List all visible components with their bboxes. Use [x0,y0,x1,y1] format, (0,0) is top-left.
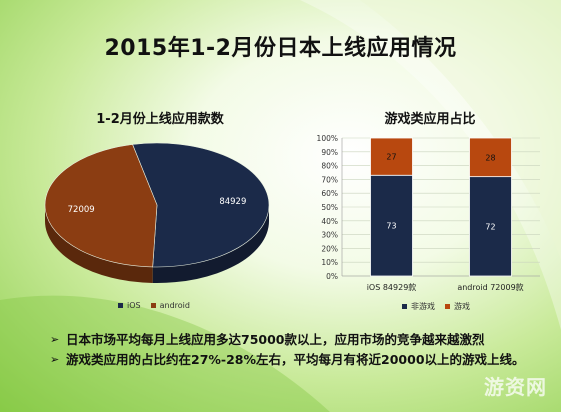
bullet-list: ➢ 日本市场平均每月上线应用多达75000款以上，应用市场的竞争越来越激烈 ➢ … [50,332,550,372]
y-tick-label: 10% [321,258,338,267]
legend-swatch-ios [118,303,123,308]
y-tick-label: 30% [321,231,338,240]
pie-chart-title: 1-2月份上线应用款数 [96,112,224,127]
pie-legend: iOS android [118,301,190,310]
bar-segment-game [370,137,413,176]
pie-data-label: 72009 [68,205,95,215]
bullet-item: ➢ 游戏类应用的占比约在27%-28%左右，平均每月有将近20000以上的游戏上… [50,352,550,368]
legend-label-non-game: 非游戏 [411,302,435,311]
bar-chart-title: 游戏类应用占比 [384,112,476,127]
bar-data-label: 73 [386,222,396,231]
y-tick-label: 50% [321,203,338,212]
pie-slice-side-ios [152,205,269,283]
y-tick-label: 80% [321,162,338,171]
pie-data-label: 84929 [219,197,246,207]
page-title: 2015年1-2月份日本上线应用情况 [104,36,457,61]
x-category-label: android 72009款 [457,282,523,292]
bullet-arrow-icon: ➢ [50,353,60,366]
y-tick-label: 0% [326,272,338,281]
bullet-text: 日本市场平均每月上线应用多达75000款以上，应用市场的竞争越来越激烈 [66,332,485,347]
bar-legend: 非游戏 游戏 [402,301,470,312]
bullet-item: ➢ 日本市场平均每月上线应用多达75000款以上，应用市场的竞争越来越激烈 [50,332,550,348]
bullet-arrow-icon: ➢ [50,333,60,346]
legend-swatch-game [445,304,450,309]
pie-slice-ios [132,142,270,268]
y-tick-label: 20% [321,244,338,253]
y-tick-label: 70% [321,175,338,184]
pie-chart: 84929 72009 [44,142,270,283]
bar-segment-non-game [469,176,512,277]
bar-data-label: 28 [485,153,495,162]
x-category-label: iOS 84929款 [367,282,417,292]
legend-label-game: 游戏 [454,302,470,311]
pie-slice-side-android [44,205,153,283]
y-tick-label: 40% [321,217,338,226]
legend-label-android: android [159,301,190,310]
stacked-bar-chart: 0% 10% 20% 30% 40% 50% 60% 70% 80% 90% 100% 73 27 iOS… [317,134,540,292]
legend-label-ios: iOS [127,301,141,310]
bullet-text: 游戏类应用的占比约在27%-28%左右，平均每月有将近20000以上的游戏上线。 [66,352,525,367]
pie-slice-android [44,144,158,268]
y-tick-label: 90% [321,148,338,157]
bar-data-label: 72 [485,222,495,231]
legend-swatch-non-game [402,304,407,309]
bar-segment-game [469,137,512,178]
y-tick-label: 60% [321,189,338,198]
watermark: 游资网 [484,375,547,399]
legend-swatch-android [150,303,156,308]
y-tick-label: 100% [317,134,338,143]
bar-data-label: 27 [386,153,396,162]
